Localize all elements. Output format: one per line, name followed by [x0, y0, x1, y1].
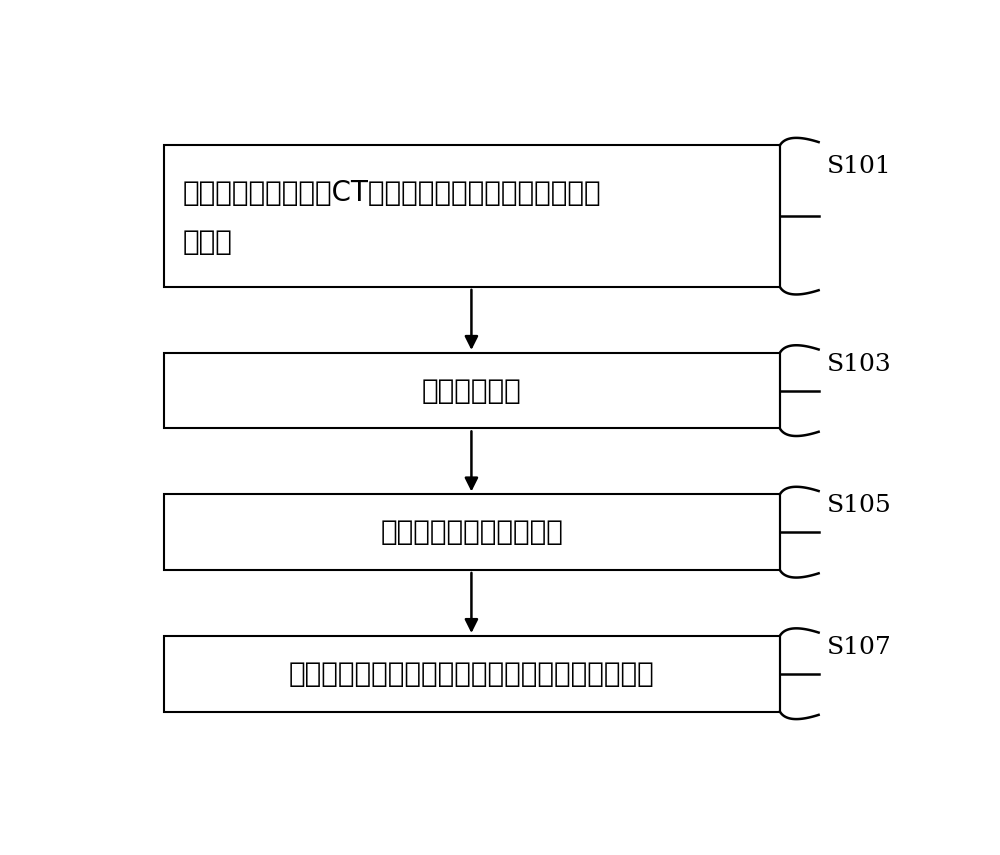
Text: S101: S101	[826, 155, 891, 178]
Text: S103: S103	[826, 352, 891, 375]
Bar	[164, 145, 780, 287]
Text: 对目标区域进行梗死判断: 对目标区域进行梗死判断	[380, 518, 563, 546]
Bar	[164, 636, 780, 711]
Bar	[164, 494, 780, 570]
Text: 从待处理的多帧头颅CT影像数据中，确定目标影像层所: 从待处理的多帧头颅CT影像数据中，确定目标影像层所	[183, 180, 602, 207]
Text: 基于目标区域的梗死判断结果，测量核心梗死体积: 基于目标区域的梗死判断结果，测量核心梗死体积	[289, 660, 655, 687]
Text: S105: S105	[826, 494, 891, 517]
Text: 在的帧: 在的帧	[183, 228, 233, 256]
Bar	[164, 353, 780, 428]
Text: 提取目标区域: 提取目标区域	[422, 377, 522, 404]
Text: S107: S107	[826, 636, 891, 658]
